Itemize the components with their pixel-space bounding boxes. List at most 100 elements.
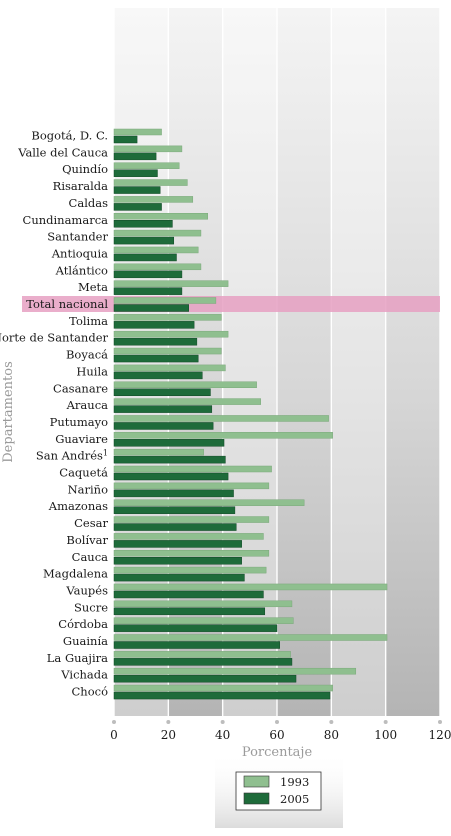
bar-2005 [113, 523, 237, 531]
x-tick-mark [275, 720, 279, 724]
bar-2005 [113, 641, 280, 649]
category-label: Bolívar [66, 533, 108, 547]
category-label: Antioquia [51, 246, 108, 260]
bar-1993 [113, 482, 270, 490]
category-label: Meta [78, 280, 108, 294]
bar-1993 [113, 297, 217, 304]
category-label: Sucre [74, 600, 108, 614]
x-axis: 0 20 40 60 80 100 120 [110, 720, 451, 742]
bar-2005 [113, 354, 199, 363]
bar-2005 [113, 169, 158, 177]
category-label: Arauca [66, 398, 109, 412]
bar-2005 [113, 152, 157, 161]
bar-1993 [113, 229, 202, 237]
bar-1993 [113, 516, 270, 523]
bar-2005 [113, 186, 161, 194]
bar-1993 [113, 499, 305, 506]
bar-2005 [113, 135, 138, 144]
bar-1993 [113, 364, 226, 372]
bar-2005 [113, 557, 242, 565]
legend-swatch [243, 792, 270, 805]
bar-1993 [113, 162, 180, 169]
category-label: Córdoba [58, 617, 108, 631]
x-tick-mark [112, 720, 116, 724]
bar-2005 [113, 337, 198, 346]
bar-2005 [113, 506, 236, 514]
x-tick-label: 80 [324, 728, 339, 742]
bar-2005 [113, 236, 175, 245]
bar-2005 [113, 607, 266, 616]
bar-2005 [113, 270, 183, 279]
category-label: Casanare [53, 381, 108, 395]
bar-1993 [113, 634, 388, 641]
legend-label: 1993 [280, 775, 309, 789]
category-label: Cesar [74, 516, 108, 530]
category-label: Boyacá [66, 348, 108, 362]
bar-1993 [113, 398, 261, 405]
bar-1993 [113, 314, 222, 321]
bar-1993 [113, 465, 272, 473]
bar-2005 [113, 472, 229, 481]
x-tick-mark [329, 720, 334, 724]
legend-swatch [243, 775, 270, 788]
x-tick-label: 60 [269, 728, 284, 742]
bar-2005 [113, 674, 297, 683]
x-tick-label: 100 [374, 728, 397, 742]
bars-layer [113, 128, 388, 700]
bar-1993 [113, 550, 270, 557]
bar-1993 [113, 280, 229, 287]
bar-1993 [113, 583, 388, 591]
bar-1993 [113, 566, 267, 574]
category-label: Atlántico [55, 263, 108, 277]
bar-1993 [113, 448, 204, 456]
category-label: Guaviare [55, 432, 108, 446]
bar-2005 [113, 624, 278, 632]
category-labels: Bogotá, D. C. Valle del Cauca Quindío Risar… [0, 129, 109, 699]
bar-1993 [113, 213, 208, 220]
x-tick-label: 0 [110, 728, 118, 742]
bar-1993 [113, 415, 329, 422]
bar-1993 [113, 263, 202, 271]
bar-2005 [113, 439, 225, 447]
bar-2005 [113, 540, 242, 548]
y-axis-title: Departamentos [1, 361, 16, 463]
x-tick-mark [438, 720, 442, 724]
bar-2005 [113, 304, 189, 312]
bar-1993 [113, 617, 294, 624]
bar-1993 [113, 667, 357, 675]
category-label: Santander [47, 230, 108, 244]
bar-2005 [113, 658, 293, 666]
legend-label: 2005 [280, 792, 309, 806]
x-tick-label: 40 [215, 728, 230, 742]
bar-2005 [113, 321, 195, 329]
bar-2005 [113, 489, 234, 498]
bar-2005 [113, 220, 173, 228]
bar-1993 [113, 179, 188, 186]
category-label: Huila [76, 364, 108, 378]
category-label: Caldas [69, 196, 109, 210]
x-tick-mark [220, 720, 225, 724]
bar-1993 [113, 246, 199, 254]
bar-2005 [113, 422, 214, 430]
category-label: Quindío [62, 162, 108, 176]
category-label: San Andrés1 [36, 449, 108, 463]
bar-1993 [113, 432, 333, 439]
bar-1993 [113, 145, 183, 153]
bar-1993 [113, 196, 194, 203]
category-label: Nariño [68, 482, 109, 496]
category-label: Cauca [72, 550, 109, 564]
category-label: Risaralda [53, 179, 108, 193]
bar-2005 [113, 405, 213, 413]
bar-1993 [113, 381, 257, 388]
plot-band [331, 8, 386, 716]
bar-2005 [113, 388, 211, 396]
category-label: Norte de Santander [0, 331, 109, 345]
bar-1993 [113, 684, 333, 692]
category-label: Chocó [72, 685, 109, 699]
category-label: Cundinamarca [23, 213, 109, 227]
bar-2005 [113, 253, 177, 262]
bar-2005 [113, 287, 183, 295]
category-label: Bogotá, D. C. [31, 129, 108, 143]
x-tick-label: 20 [161, 728, 176, 742]
